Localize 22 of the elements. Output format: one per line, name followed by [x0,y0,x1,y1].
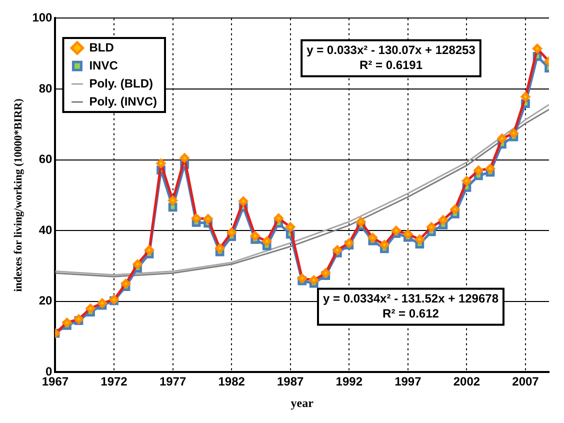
x-axis-title: year [290,396,314,410]
x-tick-label: 2007 [512,374,540,389]
annotation: y = 0.0334x² - 131.52x + 129678 R² = 0.612 [323,292,499,321]
x-tick-label: 2002 [453,374,480,389]
annotation: y = 0.033x² - 130.07x + 128253 R² = 0.6191 [306,43,476,72]
legend-label: INVC [89,58,118,72]
y-tick-label: 80 [38,81,53,96]
x-tick-label: 1997 [394,374,422,389]
x-tick-label: 1987 [277,374,304,389]
y-tick-label: 100 [32,10,53,25]
x-tick-label: 1967 [42,374,69,389]
y-axis-title: indexes for living/working (10000*BIRR) [12,98,24,292]
x-tick-label: 1972 [100,374,128,389]
x-tick-label: 1982 [218,374,246,389]
legend-label: Poly. (BLD) [89,76,154,90]
legend-label: Poly. (INVC) [89,94,158,108]
x-tick-label: 1977 [159,374,186,389]
y-tick-label: 60 [38,152,53,166]
legend-label: BLD [89,40,114,54]
x-tick-label: 1992 [336,374,363,389]
y-tick-label: 40 [38,222,53,237]
y-tick-label: 20 [38,294,53,308]
